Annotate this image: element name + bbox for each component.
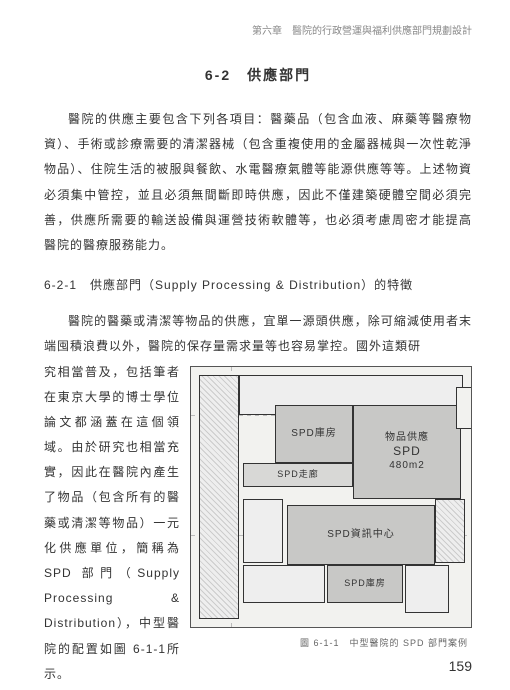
paragraph-2: 醫院的醫藥或清潔等物品的供應，宜單一源頭供應，除可縮減使用者末端囤積浪費以外，醫… [44, 309, 472, 687]
label-corridor: SPD走廊 [277, 469, 319, 481]
page-number: 159 [449, 658, 472, 674]
paragraph-1: 醫院的供應主要包含下列各項目：醫藥品（包含血液、麻藥等醫療物資）、手術或診療需要… [44, 107, 472, 258]
label-supply-1: 物品供應 [385, 431, 429, 444]
room-spd-corridor: SPD走廊 [243, 463, 353, 487]
room-spd-storage-2: SPD庫房 [327, 565, 403, 603]
paragraph-2a: 醫院的醫藥或清潔等物品的供應，宜單一源頭供應，除可縮減使用者末端囤積浪費以外，醫… [44, 309, 472, 359]
label-supply-3: 480m2 [389, 459, 425, 472]
figure-6-1-1: SPD庫房 物品供應 SPD 480m2 SPD走廊 SPD資訊中心 [190, 366, 472, 654]
label-spd-storage-1: SPD庫房 [291, 427, 337, 440]
label-info: SPD資訊中心 [327, 528, 395, 541]
subsection-title: 6-2-1 供應部門（Supply Processing & Distribut… [44, 276, 472, 293]
room-spd-storage-1: SPD庫房 [275, 405, 353, 463]
room-spd-supply: 物品供應 SPD 480m2 [353, 405, 461, 499]
figure-caption: 圖 6-1-1 中型醫院的 SPD 部門案例 [190, 634, 468, 653]
caption-prefix: 圖 6-1-1 [300, 638, 340, 648]
label-supply-2: SPD [393, 444, 421, 460]
section-number: 6-2 [205, 67, 231, 83]
paragraph-2b: 究相當普及，包括筆者在東京大學的博士學位論文都涵蓋在這個領域。由於研究也相當充實… [44, 365, 180, 681]
caption-text: 中型醫院的 SPD 部門案例 [349, 638, 468, 648]
subsection-number: 6-2-1 [44, 278, 77, 292]
section-name: 供應部門 [247, 67, 311, 83]
floorplan-diagram: SPD庫房 物品供應 SPD 480m2 SPD走廊 SPD資訊中心 [190, 366, 472, 628]
label-spd-storage-2: SPD庫房 [344, 578, 386, 590]
room-spd-info: SPD資訊中心 [287, 505, 435, 565]
subsection-name: 供應部門（Supply Processing & Distribution）的特… [90, 278, 413, 292]
section-title: 6-2 供應部門 [44, 65, 472, 85]
page-header: 第六章 醫院的行政營運與福利供應部門規劃設計 [44, 22, 472, 37]
